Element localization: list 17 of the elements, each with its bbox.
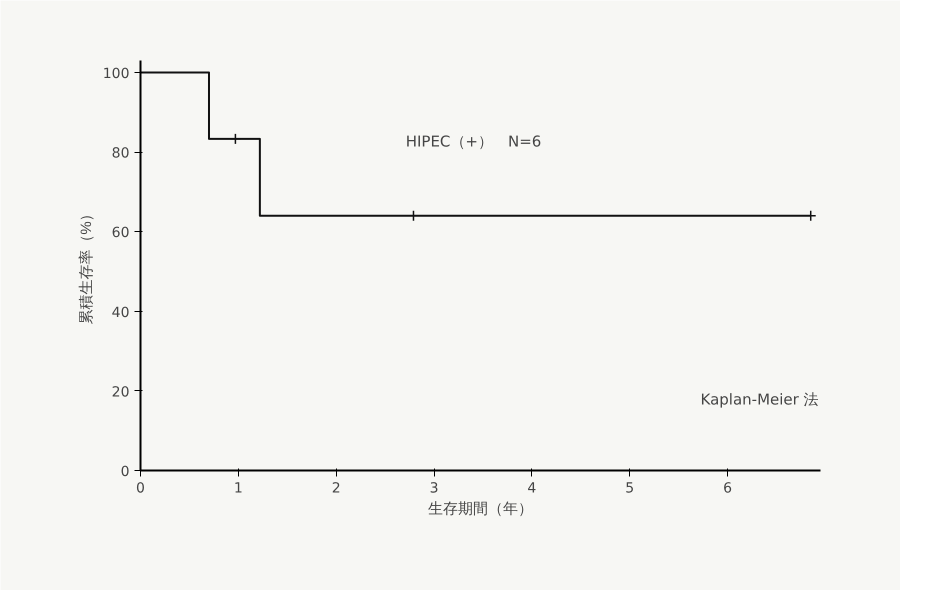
y-tick-label: 20 (112, 384, 130, 400)
x-tick-label: 0 (136, 480, 145, 496)
x-axis-title: 生存期間（年） (428, 500, 533, 518)
y-tick-label: 0 (120, 464, 130, 480)
y-axis-title: 累積生存率（%） (78, 206, 95, 325)
y-tick-label: 40 (112, 304, 130, 321)
annotation: HIPEC（+） N=6 (406, 132, 542, 151)
x-tick-label: 3 (430, 480, 438, 496)
x-tick-label: 2 (332, 480, 341, 496)
y-tick-label: 100 (102, 66, 130, 82)
x-tick-label: 5 (625, 480, 634, 496)
x-tick-label: 6 (723, 480, 732, 496)
y-tick-label: 60 (112, 225, 130, 242)
x-tick-label: 4 (527, 480, 536, 496)
annotation: Kaplan-Meier 法 (700, 390, 819, 408)
y-tick-label: 80 (112, 146, 130, 162)
x-tick-label: 1 (234, 480, 243, 496)
